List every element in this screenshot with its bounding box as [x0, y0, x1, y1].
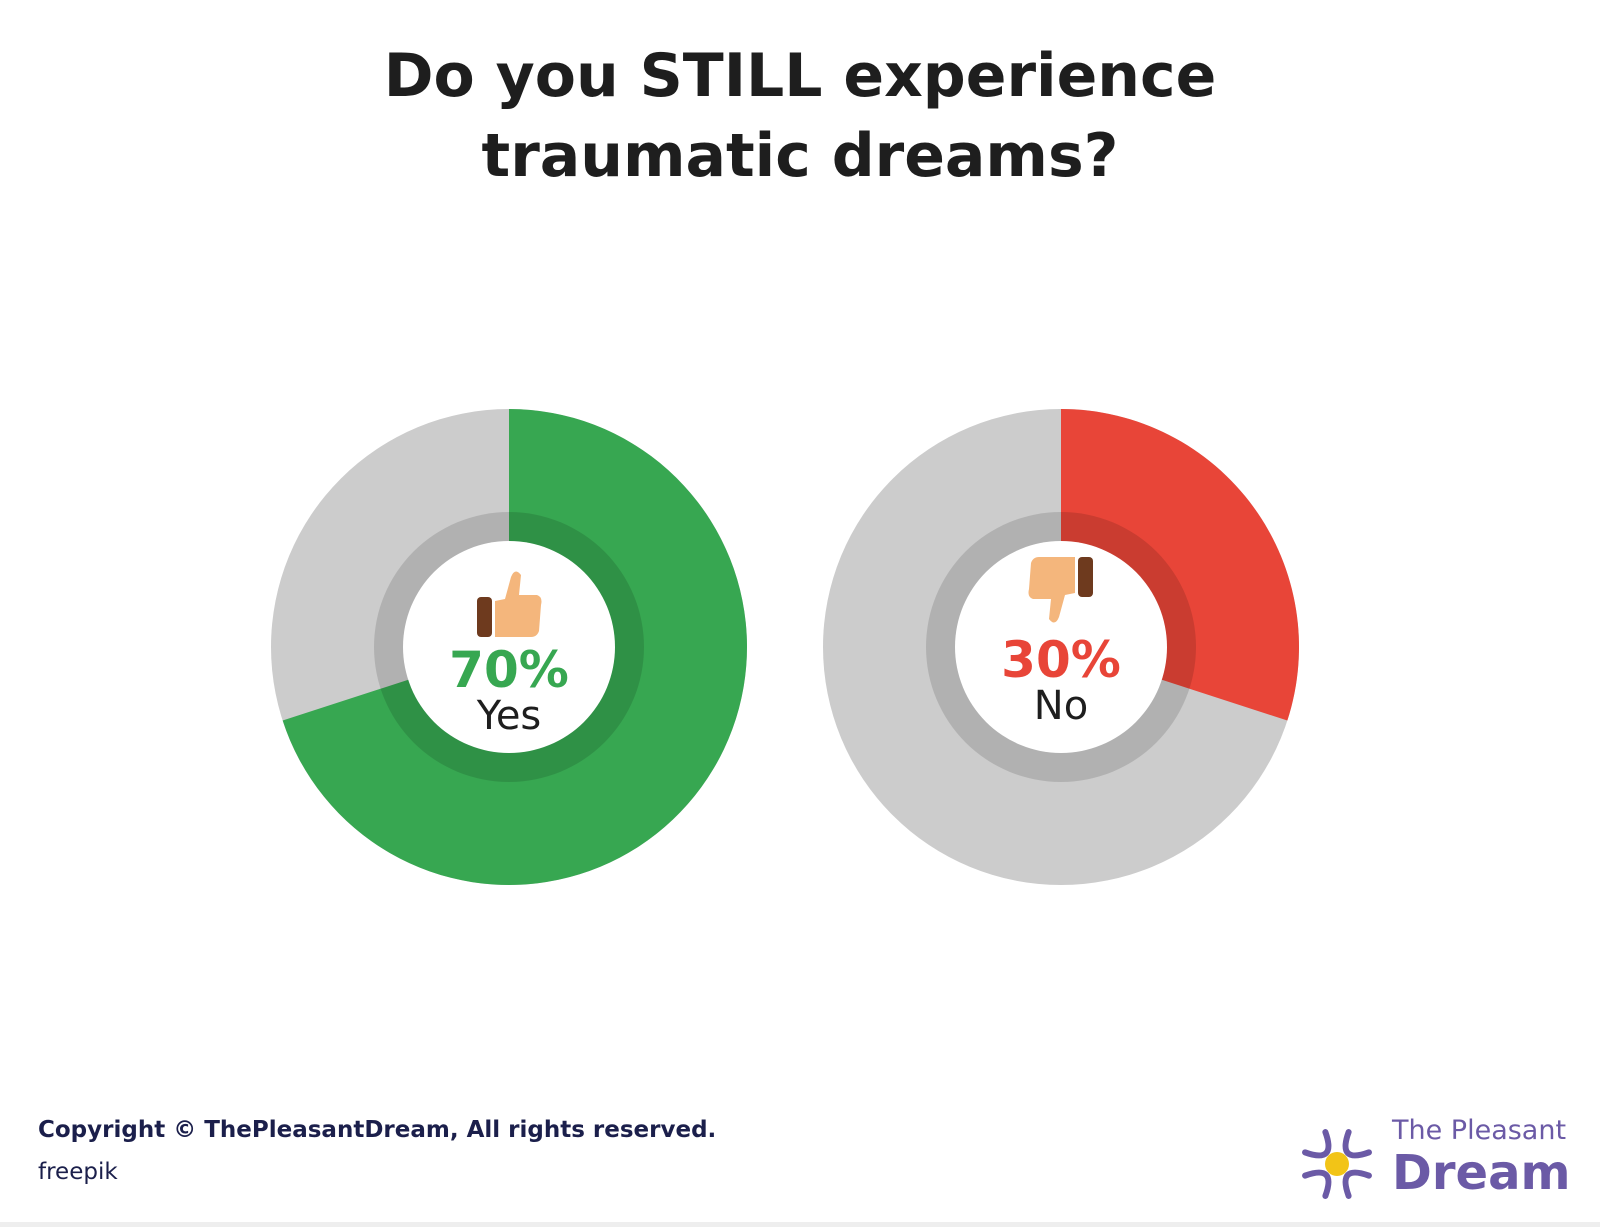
thumbs-down-icon: [1028, 557, 1093, 623]
bottom-divider: [0, 1222, 1600, 1227]
brand-name-line-1: The Pleasant: [1392, 1115, 1567, 1146]
chart-title-line-1: Do you STILL experience: [383, 41, 1217, 111]
category-label-no: No: [1034, 683, 1088, 729]
value-label-no: 30%: [1001, 631, 1121, 689]
donut-yes: 70%Yes: [271, 409, 748, 886]
chart-title: Do you STILL experience traumatic dreams…: [0, 36, 1600, 196]
chart-title-line-2: traumatic dreams?: [481, 121, 1119, 191]
brand-sun-icon: [1302, 1129, 1372, 1199]
donut-hole-yes: [403, 541, 615, 753]
brand-logo: The Pleasant Dream: [1296, 1115, 1570, 1215]
value-label-yes: 70%: [449, 641, 569, 699]
thumbs-up-icon: [477, 571, 542, 637]
donut-hole-no: [955, 541, 1167, 753]
category-label-yes: Yes: [476, 693, 542, 739]
donut-no: 30%No: [823, 409, 1299, 885]
brand-name-line-2: Dream: [1392, 1145, 1571, 1201]
image-credit: freepik: [38, 1159, 118, 1185]
copyright-text: Copyright © ThePleasantDream, All rights…: [38, 1117, 717, 1143]
